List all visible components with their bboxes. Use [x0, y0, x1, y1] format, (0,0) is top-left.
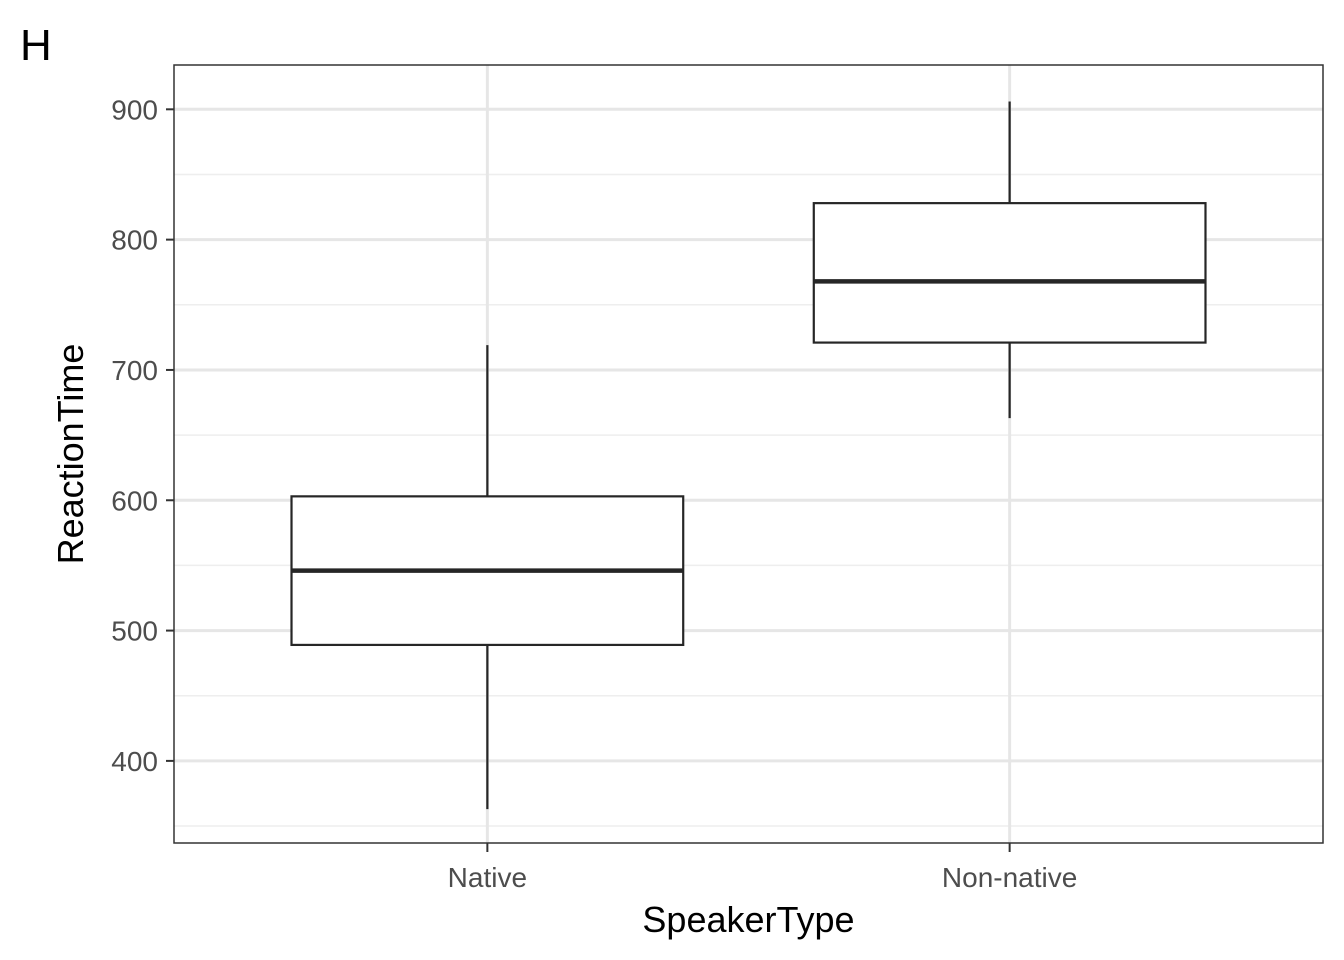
- y-tick-label: 900: [111, 94, 158, 125]
- y-tick-label: 700: [111, 355, 158, 386]
- x-axis-title: SpeakerType: [642, 899, 854, 940]
- panel-border: [173, 64, 1324, 844]
- box-native: [290, 345, 685, 810]
- x-tick-label: Non-native: [942, 862, 1077, 893]
- box-non-native: [812, 101, 1207, 419]
- y-tick-label: 400: [111, 746, 158, 777]
- x-tick-label: Native: [448, 862, 527, 893]
- grid-lines: [174, 65, 1323, 843]
- y-tick-label: 600: [111, 485, 158, 516]
- iqr-box: [812, 202, 1207, 344]
- panel-tag: H: [20, 21, 52, 70]
- y-axis-title: ReactionTime: [50, 344, 91, 565]
- box-series: [290, 101, 1207, 810]
- y-tick-label: 800: [111, 225, 158, 256]
- x-axis: Native Non-native: [448, 843, 1077, 893]
- y-tick-label: 500: [111, 616, 158, 647]
- y-axis: 400 500 600 700 800 900: [111, 94, 174, 777]
